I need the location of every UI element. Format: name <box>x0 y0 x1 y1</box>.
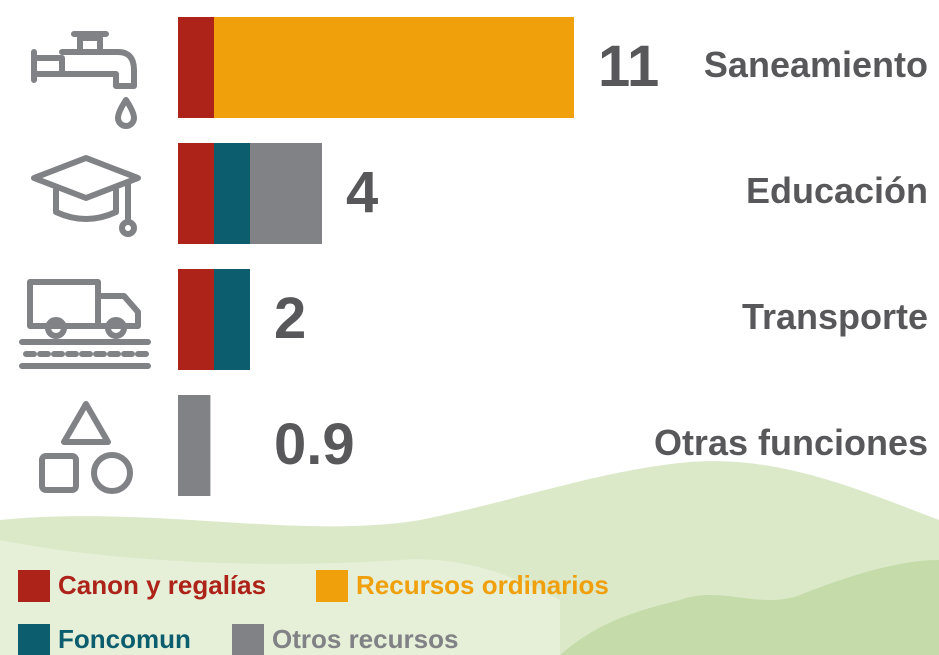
legend-label: Foncomun <box>58 624 191 654</box>
legend-swatch <box>232 624 264 655</box>
legend-label: Canon y regalías <box>58 570 266 600</box>
bar-segment <box>178 269 214 370</box>
bar-segment <box>178 17 214 118</box>
total-label: 2 <box>274 286 306 351</box>
total-label: 0.9 <box>274 412 355 477</box>
bar-segment <box>178 143 214 244</box>
total-label: 11 <box>598 34 659 99</box>
truck-icon <box>19 279 151 369</box>
background-hills <box>0 461 939 655</box>
legend-swatch <box>18 624 50 655</box>
category-label: Otras funciones <box>654 422 928 463</box>
category-label: Saneamiento <box>704 44 928 85</box>
bar-segment <box>214 143 250 244</box>
legend-label: Recursos ordinarios <box>356 570 609 600</box>
category-label: Transporte <box>742 296 928 337</box>
shapes-icon <box>39 401 133 494</box>
bar-segment <box>250 143 322 244</box>
legend-swatch <box>18 570 50 602</box>
icons <box>19 31 151 494</box>
total-label: 4 <box>346 160 378 225</box>
graduation-icon <box>31 155 141 237</box>
bar-segment <box>178 395 211 496</box>
legend-label: Otros recursos <box>272 624 458 654</box>
bar-segment <box>214 17 574 118</box>
legend-swatch <box>316 570 348 602</box>
category-label: Educación <box>746 170 928 211</box>
bar-segment <box>214 269 250 370</box>
faucet-icon <box>31 31 137 129</box>
